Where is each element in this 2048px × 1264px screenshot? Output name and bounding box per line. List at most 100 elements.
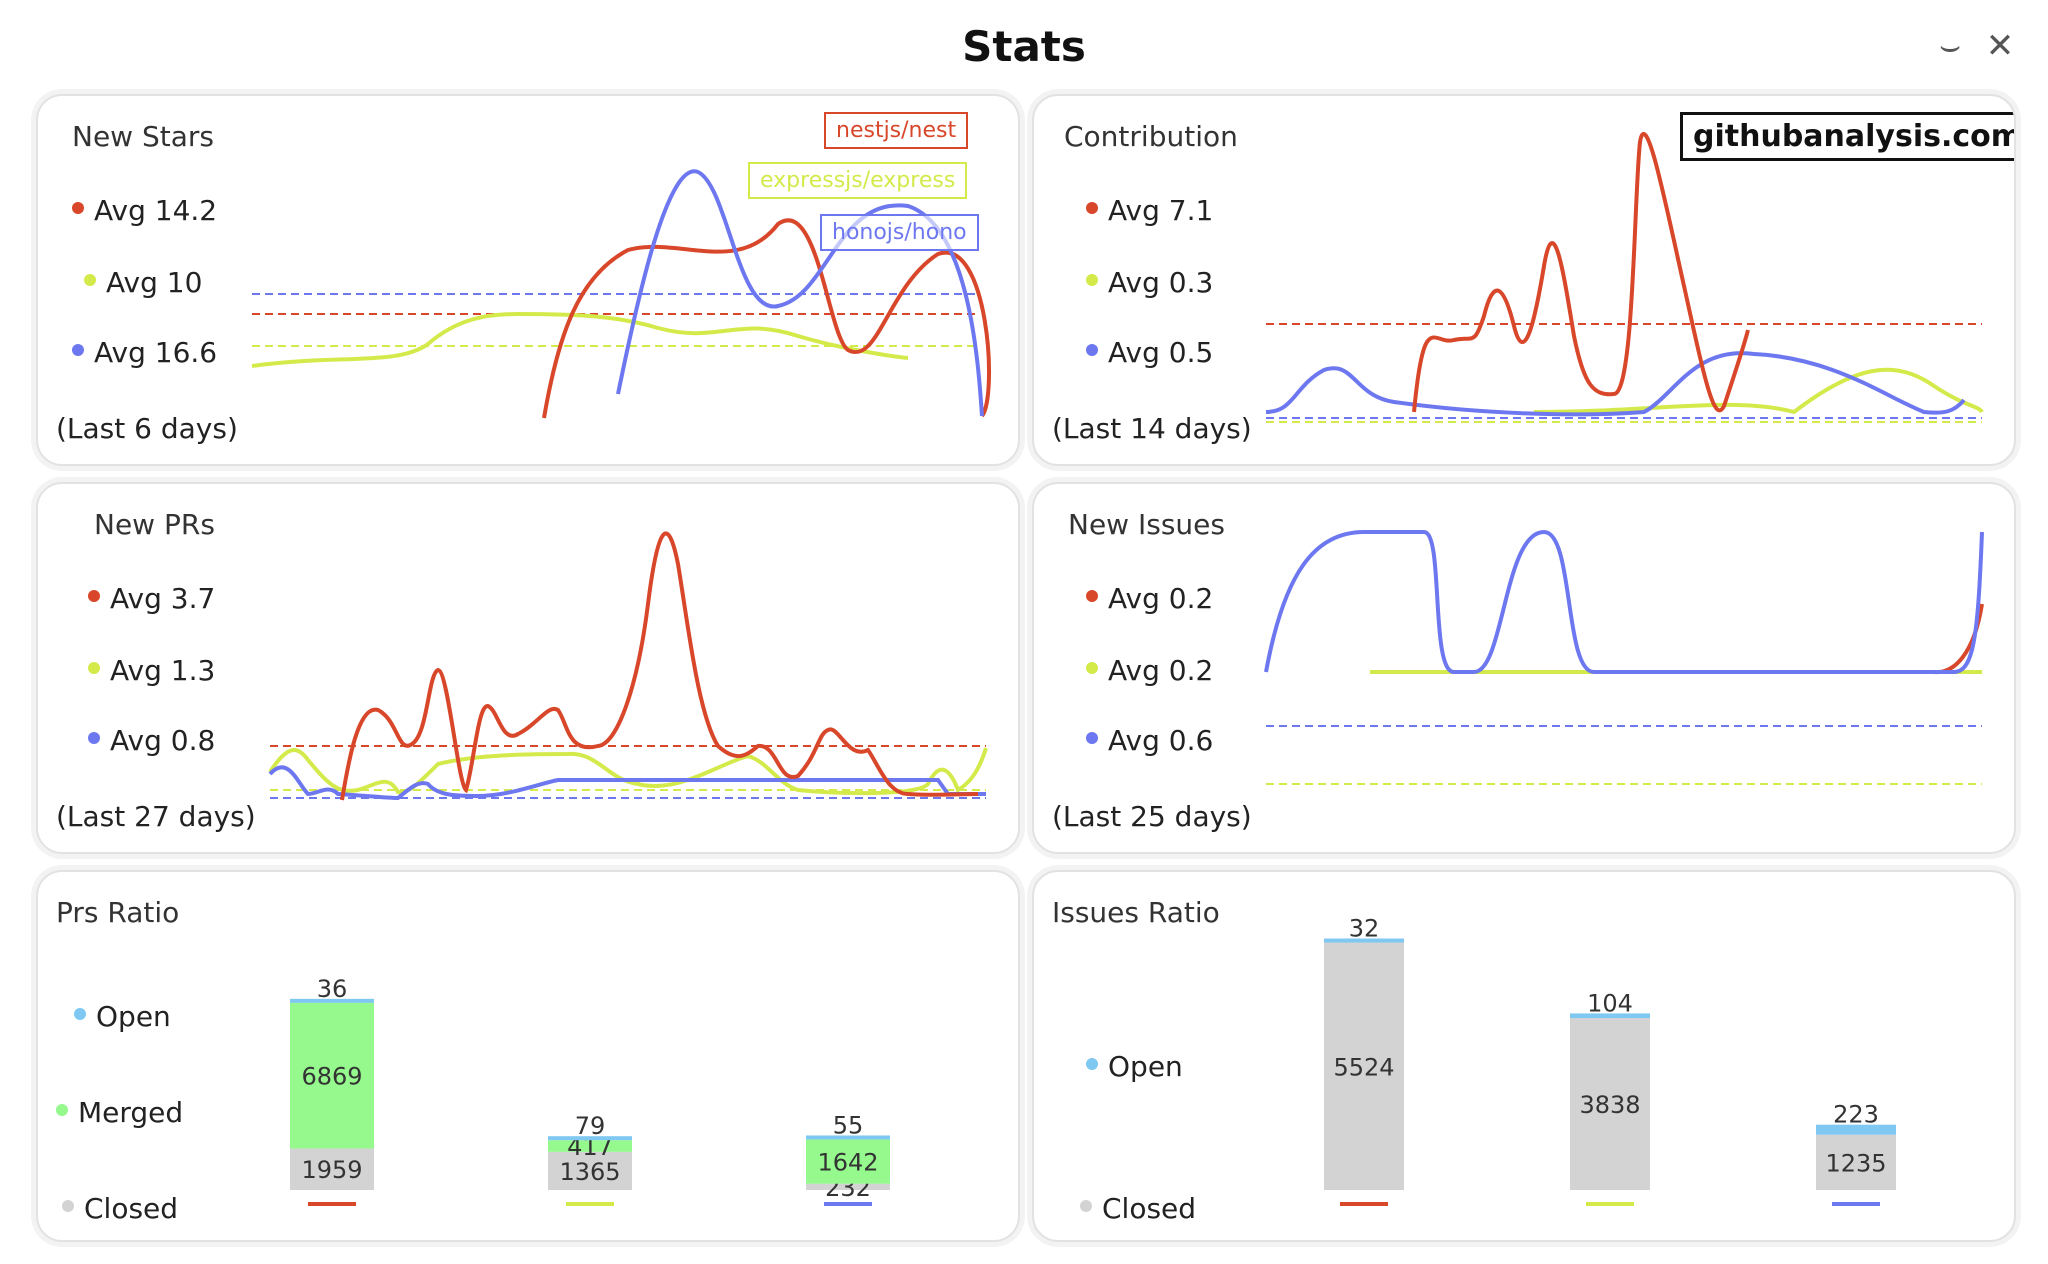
- bar-label-merged-2: 1642: [817, 1149, 878, 1177]
- bar-label-open-0: 32: [1349, 915, 1380, 943]
- legend-nest[interactable]: nestjs/nest: [824, 112, 969, 149]
- nest-dot: [1086, 202, 1098, 214]
- open-dot: [1086, 1058, 1098, 1070]
- avg-express: Avg 10: [84, 266, 202, 299]
- hono-dot: [72, 344, 84, 356]
- express-dot: [88, 662, 100, 674]
- new-stars-chart: [251, 169, 991, 419]
- nest-dot: [1086, 590, 1098, 602]
- bar-closed-2[interactable]: [1816, 1134, 1896, 1190]
- avg-hono-label: Avg 0.8: [110, 724, 216, 757]
- bar-label-closed-1: 1365: [559, 1158, 620, 1186]
- express-dot: [1086, 662, 1098, 674]
- legend-open-label: Open: [1108, 1050, 1183, 1083]
- bar-label-open-2: 223: [1833, 1101, 1879, 1129]
- legend-express[interactable]: expressjs/express: [748, 162, 968, 199]
- avg-nest-label: Avg 3.7: [110, 582, 216, 615]
- new-issues-panel: New Issues Avg 0.2 Avg 0.2 Avg 0.6 (Last…: [1032, 482, 2016, 854]
- bar-label-closed-0: 5524: [1333, 1053, 1394, 1081]
- express-dot: [84, 274, 96, 286]
- legend-open: Open: [74, 1000, 171, 1033]
- bar-closed-0[interactable]: [1324, 942, 1404, 1190]
- avg-nest: Avg 3.7: [88, 582, 215, 615]
- hono-dot: [88, 732, 100, 744]
- nest-series: [1412, 132, 1750, 413]
- bar-closed-0[interactable]: [290, 1148, 374, 1190]
- bar-closed-1[interactable]: [548, 1151, 632, 1190]
- bar-merged-2[interactable]: [806, 1139, 890, 1184]
- bar-closed-2[interactable]: [806, 1183, 890, 1190]
- merged-dot: [56, 1104, 68, 1116]
- avg-nest: Avg 14.2: [72, 194, 217, 227]
- nest-dot: [88, 590, 100, 602]
- issues-ratio-title: Issues Ratio: [1052, 896, 1220, 929]
- new-prs-title: New PRs: [94, 508, 215, 541]
- avg-nest-label: Avg 14.2: [94, 194, 218, 227]
- legend-closed: Closed: [1080, 1192, 1196, 1225]
- issues-ratio-chart: 5524 32 3838 104 1235 223: [1324, 915, 1896, 1206]
- brand-logo[interactable]: githubanalysis.com: [1680, 112, 2014, 161]
- bar-open-2[interactable]: [1816, 1124, 1896, 1135]
- new-stars-range: (Last 6 days): [56, 412, 238, 445]
- legend-merged-label: Merged: [78, 1096, 184, 1129]
- minimize-icon[interactable]: ⌣: [1938, 26, 1962, 66]
- closed-dot: [62, 1200, 74, 1212]
- bar-merged-1[interactable]: [548, 1140, 632, 1152]
- prs-ratio-panel: 1959 6869 36 1365 417 79 232 1642 55 Prs Ratio O…: [36, 870, 1020, 1242]
- hono-dot: [1086, 732, 1098, 744]
- bar-label-open-1: 104: [1587, 989, 1633, 1017]
- avg-hono-label: Avg 0.5: [1108, 336, 1214, 369]
- avg-hono: Avg 0.8: [88, 724, 215, 757]
- prs-ratio-title: Prs Ratio: [56, 896, 180, 929]
- avg-nest-label: Avg 7.1: [1108, 194, 1214, 227]
- bar-merged-0[interactable]: [290, 1002, 374, 1149]
- legend-closed: Closed: [62, 1192, 178, 1225]
- closed-dot: [1080, 1200, 1092, 1212]
- nest-series: [340, 531, 979, 801]
- avg-express: Avg 0.2: [1086, 654, 1213, 687]
- bar-label-closed-0: 1959: [301, 1156, 362, 1184]
- bar-open-1[interactable]: [548, 1136, 632, 1141]
- express-series: [268, 747, 988, 796]
- new-stars-title: New Stars: [72, 120, 214, 153]
- close-icon[interactable]: ✕: [1985, 26, 2015, 66]
- bar-label-closed-1: 3838: [1579, 1091, 1640, 1119]
- avg-hono-label: Avg 0.6: [1108, 724, 1214, 757]
- bar-label-merged-0: 6869: [301, 1063, 362, 1091]
- issues-ratio-panel: 5524 32 3838 104 1235 223 Issues Ratio Open C…: [1032, 870, 2016, 1242]
- window-title: Stats: [962, 22, 1086, 71]
- hono-series: [1264, 529, 1984, 674]
- new-issues-title: New Issues: [1068, 508, 1225, 541]
- bar-open-0[interactable]: [290, 998, 374, 1003]
- new-prs-chart: [268, 531, 988, 801]
- avg-express-label: Avg 10: [106, 266, 203, 299]
- bar-open-0[interactable]: [1324, 938, 1404, 943]
- contribution-chart: [1265, 132, 1984, 423]
- avg-hono: Avg 16.6: [72, 336, 217, 369]
- bar-closed-1[interactable]: [1570, 1018, 1650, 1190]
- contribution-range: (Last 14 days): [1052, 412, 1252, 445]
- legend-hono[interactable]: honojs/hono: [820, 214, 979, 251]
- avg-hono: Avg 0.6: [1086, 724, 1213, 757]
- hono-series: [616, 169, 984, 417]
- bar-open-1[interactable]: [1570, 1013, 1650, 1019]
- legend-closed-label: Closed: [1102, 1192, 1197, 1225]
- nest-series: [542, 218, 991, 419]
- new-prs-range: (Last 27 days): [56, 800, 256, 833]
- legend-open-label: Open: [96, 1000, 171, 1033]
- bar-open-2[interactable]: [806, 1135, 890, 1140]
- legend-open: Open: [1086, 1050, 1183, 1083]
- new-issues-range: (Last 25 days): [1052, 800, 1252, 833]
- avg-express: Avg 1.3: [88, 654, 215, 687]
- legend-closed-label: Closed: [84, 1192, 179, 1225]
- hono-series: [1265, 351, 1966, 417]
- bar-label-open-2: 55: [833, 1111, 864, 1139]
- bar-label-open-1: 79: [575, 1112, 606, 1140]
- avg-express: Avg 0.3: [1086, 266, 1213, 299]
- nest-dot: [72, 202, 84, 214]
- avg-hono: Avg 0.5: [1086, 336, 1213, 369]
- avg-express-label: Avg 1.3: [110, 654, 216, 687]
- avg-nest: Avg 7.1: [1086, 194, 1213, 227]
- legend-merged: Merged: [56, 1096, 183, 1129]
